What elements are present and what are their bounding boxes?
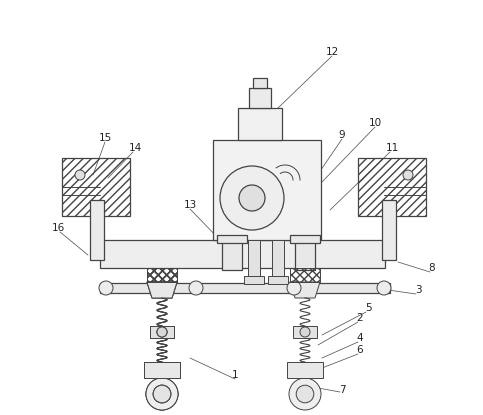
Polygon shape <box>147 282 177 298</box>
Bar <box>358 158 426 216</box>
Bar <box>238 108 282 140</box>
Bar <box>244 276 264 284</box>
Circle shape <box>189 281 203 295</box>
Bar <box>144 362 180 378</box>
Bar <box>147 268 177 282</box>
Bar <box>222 240 242 270</box>
Bar <box>268 276 288 284</box>
Bar <box>150 326 174 338</box>
Bar <box>144 362 180 378</box>
Text: 12: 12 <box>326 47 339 57</box>
Bar <box>217 235 247 243</box>
Bar <box>147 268 177 282</box>
Circle shape <box>296 385 314 403</box>
Bar <box>272 240 284 278</box>
Circle shape <box>377 281 391 295</box>
Bar <box>248 240 260 278</box>
Circle shape <box>220 166 284 230</box>
Circle shape <box>289 378 321 410</box>
Bar <box>295 240 315 270</box>
Bar <box>213 140 321 240</box>
Polygon shape <box>290 282 320 298</box>
Text: 8: 8 <box>429 263 435 273</box>
Bar <box>249 88 271 108</box>
Circle shape <box>239 185 265 211</box>
Text: 7: 7 <box>339 385 345 395</box>
Bar <box>290 283 390 293</box>
Bar <box>100 283 200 293</box>
Bar <box>147 268 177 282</box>
Circle shape <box>153 385 171 403</box>
Bar <box>144 362 180 378</box>
Circle shape <box>146 378 178 410</box>
Bar <box>253 78 267 88</box>
Text: 16: 16 <box>51 223 65 233</box>
Bar <box>290 268 320 282</box>
Polygon shape <box>147 282 177 298</box>
Bar <box>150 326 174 338</box>
Bar <box>290 235 320 243</box>
Bar <box>287 362 323 378</box>
Circle shape <box>153 385 171 403</box>
Text: 3: 3 <box>415 285 421 295</box>
Bar <box>90 200 104 260</box>
Circle shape <box>146 378 178 410</box>
Text: 4: 4 <box>356 333 363 343</box>
Bar <box>62 158 130 216</box>
Text: 14: 14 <box>128 143 142 153</box>
Bar <box>293 326 317 338</box>
Circle shape <box>403 170 413 180</box>
Circle shape <box>157 327 167 337</box>
Circle shape <box>99 281 113 295</box>
Circle shape <box>157 327 167 337</box>
Circle shape <box>287 281 301 295</box>
Text: 2: 2 <box>356 313 363 323</box>
Polygon shape <box>147 282 177 298</box>
Circle shape <box>300 327 310 337</box>
Bar <box>196 283 294 293</box>
Circle shape <box>75 170 85 180</box>
Text: 11: 11 <box>385 143 398 153</box>
Text: 6: 6 <box>356 345 363 355</box>
Circle shape <box>157 327 167 337</box>
Text: 15: 15 <box>99 133 112 143</box>
Circle shape <box>153 385 171 403</box>
Bar <box>150 326 174 338</box>
Text: 9: 9 <box>339 130 345 140</box>
Text: 5: 5 <box>365 303 371 313</box>
Text: 10: 10 <box>369 118 382 128</box>
Text: 1: 1 <box>232 370 238 380</box>
Bar <box>100 240 385 268</box>
Text: 13: 13 <box>184 200 197 210</box>
Bar <box>382 200 396 260</box>
Circle shape <box>146 378 178 410</box>
